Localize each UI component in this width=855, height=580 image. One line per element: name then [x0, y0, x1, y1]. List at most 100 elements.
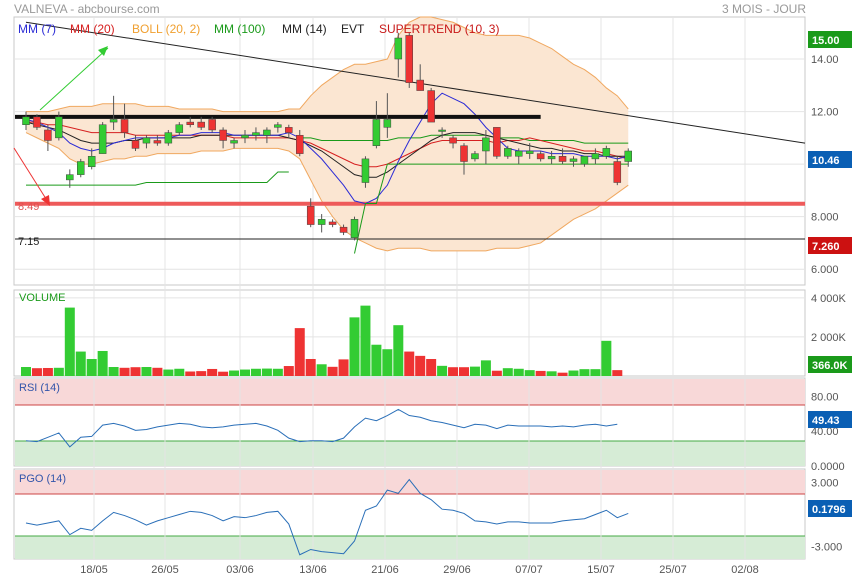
- candle-body: [87, 156, 96, 168]
- candle-body: [372, 119, 381, 146]
- candle-body: [624, 150, 632, 162]
- x-tick-label: 13/06: [299, 564, 327, 576]
- bollinger-fill: [26, 17, 629, 251]
- volume-bar: [316, 364, 327, 376]
- volume-bar: [64, 307, 75, 376]
- volume-bar: [196, 371, 207, 376]
- candle-body: [613, 161, 622, 183]
- indicator-legend: MM (7) MM (20) BOLL (20, 2) MM (100) MM (14)…: [18, 22, 499, 36]
- oscillators: [25, 408, 629, 556]
- candle-body: [525, 150, 534, 154]
- pgo-lower-zone: [15, 536, 805, 559]
- high-price-tag: 15.00: [808, 31, 852, 48]
- pgo-upper-zone: [15, 470, 805, 494]
- candle-body: [602, 148, 611, 157]
- x-tick-label: 15/07: [587, 564, 615, 576]
- candle-body: [66, 174, 74, 181]
- volume-bar: [305, 358, 316, 376]
- rsi-y-tick-label: 40.00: [811, 426, 839, 438]
- volume-bar: [75, 351, 86, 376]
- pgo-y-tick-label: 3.000: [811, 478, 839, 490]
- volume-bar: [469, 366, 480, 376]
- trend-line: [25, 21, 806, 144]
- rsi-oversold-zone: [15, 441, 805, 466]
- last-price-tag-text: 10.46: [812, 155, 840, 167]
- candle-body: [405, 35, 413, 83]
- legend-item: EVT: [341, 22, 365, 36]
- volume-bar: [218, 371, 229, 376]
- candle-body: [263, 129, 271, 136]
- candle-body: [339, 226, 348, 233]
- volume-bar: [327, 366, 338, 376]
- candle-body: [416, 79, 424, 91]
- volume-bar: [590, 369, 601, 376]
- volume-bar: [404, 351, 415, 376]
- candle-body: [536, 153, 545, 160]
- volume-bars: [21, 305, 623, 376]
- volume-bar: [185, 371, 196, 376]
- black-level-label: 7.15: [18, 236, 39, 248]
- pgo-last-tag: 0.1796: [808, 500, 852, 517]
- candle-body: [274, 124, 282, 128]
- price-y-tick-label: 6.000: [811, 264, 839, 276]
- volume-bar: [86, 358, 97, 376]
- volume-bar: [535, 370, 546, 376]
- price-panel-frame: [13, 16, 806, 286]
- volume-bar: [415, 355, 426, 376]
- candle-body: [361, 158, 370, 183]
- candle-body: [208, 119, 216, 131]
- volume-bar: [31, 368, 42, 376]
- bollinger-upper-line: [26, 16, 629, 113]
- volume-title: VOLUME: [19, 292, 65, 304]
- volume-bar: [130, 367, 141, 376]
- candle-body: [350, 219, 359, 238]
- rsi-line: [25, 408, 618, 448]
- volume-y-tick-label: 4 000K: [811, 293, 847, 305]
- level-price-tag-text: 7.260: [812, 241, 840, 253]
- x-tick-label: 02/08: [731, 564, 759, 576]
- candle-body: [241, 134, 249, 139]
- volume-bar: [393, 325, 404, 376]
- supertrend-support-2: [354, 163, 629, 254]
- candle-body: [515, 150, 523, 157]
- last-price-tag: 10.46: [808, 151, 852, 168]
- volume-bar: [53, 367, 64, 376]
- level-price-tag: 7.260: [808, 237, 852, 254]
- candle-body: [460, 145, 468, 162]
- volume-bar: [152, 367, 163, 376]
- volume-bar: [108, 367, 119, 376]
- price-overlays: [13, 21, 806, 254]
- candle-body: [186, 121, 194, 125]
- volume-bar: [360, 305, 371, 376]
- volume-bar: [448, 367, 459, 376]
- price-y-tick-label: 8.000: [811, 212, 839, 224]
- volume-bar: [261, 368, 272, 376]
- down-arrow-head: [41, 195, 50, 206]
- volume-bar: [557, 372, 568, 376]
- volume-bar: [524, 370, 535, 376]
- volume-last-tag: 366.0K: [808, 356, 852, 373]
- up-arrow-head: [98, 46, 108, 56]
- volume-bar: [97, 350, 108, 376]
- volume-bar: [513, 368, 524, 376]
- volume-last-tag-text: 366.0K: [812, 360, 848, 372]
- volume-bar: [491, 370, 502, 376]
- volume-bar: [174, 368, 185, 376]
- candle-body: [504, 148, 512, 157]
- candle-body: [252, 132, 260, 136]
- candle-body: [175, 124, 184, 133]
- candle-body: [153, 140, 162, 144]
- volume-bar: [437, 365, 448, 376]
- candle-body: [394, 37, 403, 60]
- candle-body: [44, 129, 52, 141]
- candle-body: [109, 119, 118, 123]
- pgo-line: [25, 478, 629, 556]
- volume-bar: [338, 359, 349, 376]
- volume-bar: [229, 370, 240, 376]
- pgo-last-tag-text: 0.1796: [812, 504, 846, 516]
- candle-body: [317, 219, 326, 225]
- price-y-tick-label: 14.00: [811, 54, 839, 66]
- candle-body: [120, 119, 129, 133]
- candle-body: [591, 153, 600, 160]
